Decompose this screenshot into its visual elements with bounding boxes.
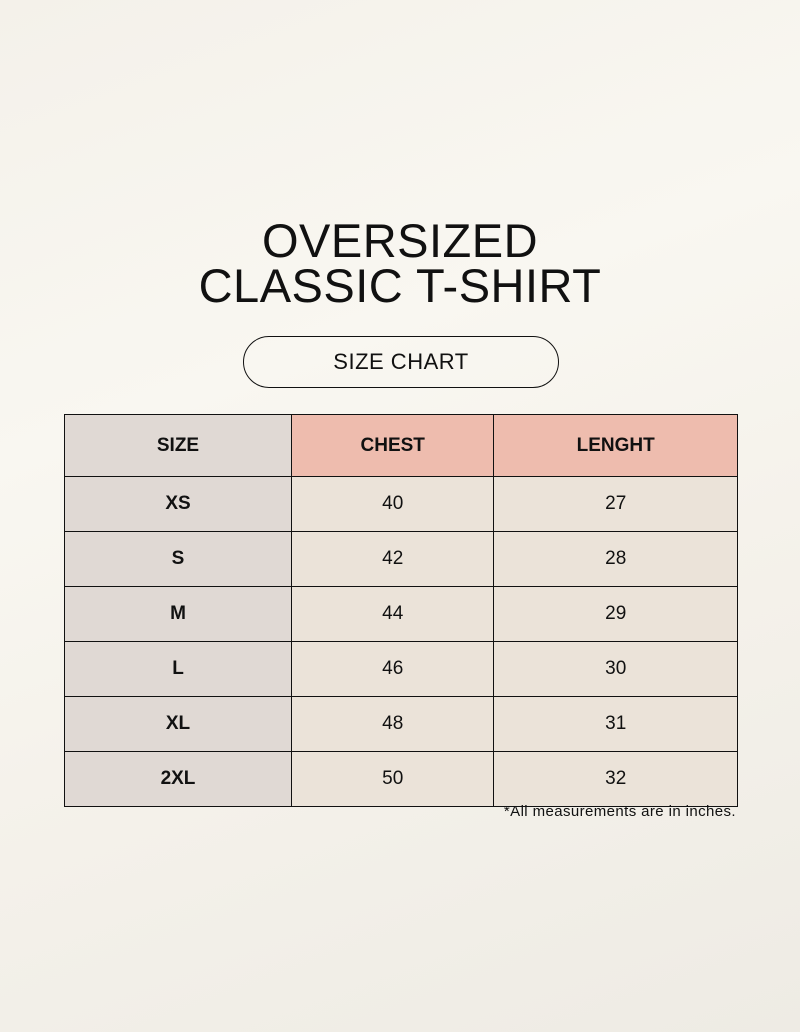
table-row: XS 40 27: [64, 476, 738, 532]
cell-chest: 42: [290, 531, 495, 587]
cell-size: M: [64, 586, 292, 642]
page-title: OVERSIZED CLASSIC T-SHIRT: [0, 214, 800, 312]
cell-length: 28: [493, 531, 738, 587]
cell-length: 30: [493, 641, 738, 697]
table-row: XL 48 31: [64, 696, 738, 752]
size-chart-badge: SIZE CHART: [243, 336, 559, 388]
measurement-note: *All measurements are in inches.: [503, 803, 736, 820]
cell-size: XS: [64, 476, 292, 532]
cell-length: 31: [493, 696, 738, 752]
cell-length: 29: [493, 586, 738, 642]
header-size: SIZE: [64, 414, 292, 477]
cell-length: 32: [493, 751, 738, 807]
header-chest: CHEST: [290, 414, 495, 477]
cell-chest: 48: [290, 696, 495, 752]
title-line-2: CLASSIC T-SHIRT: [198, 259, 602, 312]
cell-chest: 44: [290, 586, 495, 642]
header-length: LENGHT: [493, 414, 738, 477]
cell-size: S: [64, 531, 292, 587]
table-row: 2XL 50 32: [64, 751, 738, 807]
cell-length: 27: [493, 476, 738, 532]
table-header-row: SIZE CHEST LENGHT: [64, 414, 738, 477]
table-row: S 42 28: [64, 531, 738, 587]
cell-size: 2XL: [64, 751, 292, 807]
cell-size: XL: [64, 696, 292, 752]
cell-chest: 50: [290, 751, 495, 807]
cell-chest: 40: [290, 476, 495, 532]
title-line-1: OVERSIZED: [261, 214, 539, 267]
cell-chest: 46: [290, 641, 495, 697]
cell-size: L: [64, 641, 292, 697]
table-row: M 44 29: [64, 586, 738, 642]
table-row: L 46 30: [64, 641, 738, 697]
size-table: SIZE CHEST LENGHT XS 40 27 S 42 28 M 44 29 L 46 30 X…: [64, 414, 738, 807]
